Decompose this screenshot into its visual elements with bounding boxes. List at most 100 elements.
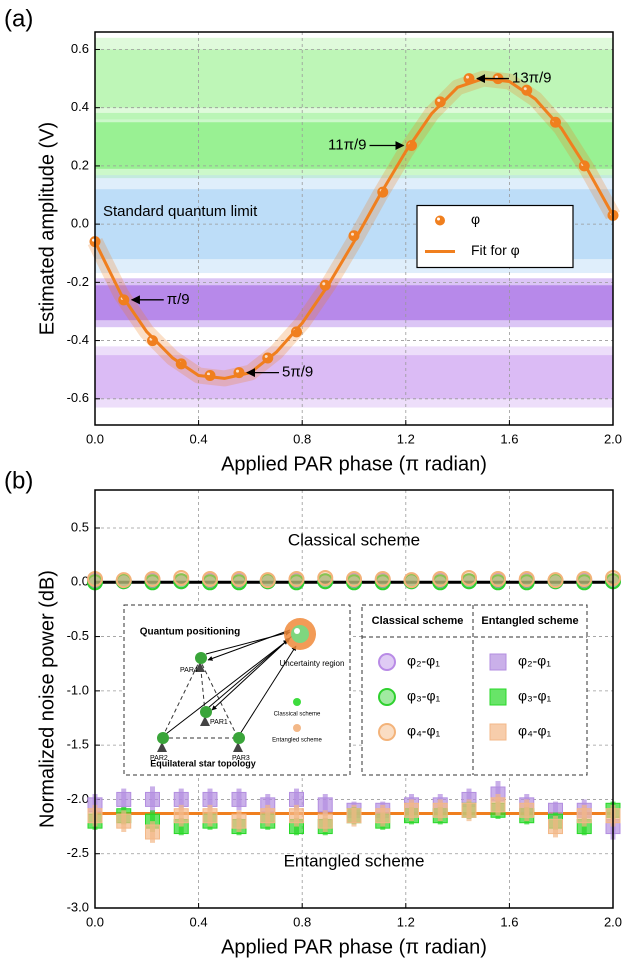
annotation: Standard quantum limit — [103, 203, 258, 220]
x-tick-label: 0.4 — [190, 914, 208, 929]
y-tick-label: -0.2 — [67, 274, 89, 289]
point — [231, 791, 247, 807]
annotation: Entangled scheme — [284, 851, 425, 870]
highlight — [206, 372, 210, 376]
region-label: Uncertainty region — [280, 659, 345, 668]
y-tick-label: -3.0 — [67, 899, 89, 914]
legend-label: φ₃-φ₁ — [518, 688, 552, 704]
point — [576, 808, 592, 824]
x-tick-label: 2.0 — [604, 431, 622, 446]
point — [374, 571, 391, 588]
point — [231, 571, 248, 588]
entangled-dot — [293, 724, 301, 732]
legend-label: φ₂-φ₁ — [407, 653, 440, 669]
point — [173, 569, 190, 586]
annotation: 13π/9 — [512, 70, 552, 87]
plot-frame — [94, 489, 614, 909]
y-tick-label: 0.6 — [71, 41, 89, 56]
point — [519, 802, 535, 818]
y-tick-label: -1.0 — [67, 682, 89, 697]
highlight — [351, 232, 354, 236]
highlight — [322, 282, 326, 286]
point — [403, 572, 420, 589]
highlight — [495, 75, 499, 79]
y-tick-label: -2.5 — [67, 845, 89, 860]
inset-caption: Equilateral star topology — [150, 758, 256, 768]
legend-swatch — [489, 688, 507, 706]
highlight — [294, 628, 300, 634]
y-tick-label: -0.4 — [67, 332, 89, 347]
highlight — [437, 98, 441, 102]
y-axis-label: Normalized noise power (dB) — [36, 570, 58, 828]
point — [403, 802, 419, 818]
point — [432, 802, 448, 818]
point — [490, 797, 506, 813]
panel-label: (a) — [4, 5, 33, 32]
highlight — [264, 355, 268, 359]
legend-swatch — [378, 723, 396, 741]
legend-box — [416, 204, 574, 269]
point — [375, 808, 391, 824]
x-tick-label: 1.2 — [397, 914, 415, 929]
legend-label: φ₂-φ₁ — [518, 653, 551, 669]
point — [518, 571, 535, 588]
overlay: π/9 5π/9 11π/9 13π/9 Standard quantum limit φ… — [103, 70, 574, 381]
x-tick-label: 0.0 — [86, 914, 104, 929]
point — [202, 791, 218, 807]
y-tick-label: 0.4 — [71, 99, 89, 114]
point — [201, 571, 218, 588]
point — [346, 571, 362, 588]
highlight — [236, 369, 240, 373]
x-tick-label: 1.2 — [397, 431, 415, 446]
legend-box — [361, 604, 588, 776]
highlight — [523, 87, 527, 91]
legend-label: φ₄-φ₁ — [407, 723, 441, 739]
point — [259, 572, 276, 589]
point — [461, 802, 477, 818]
y-tick-label: -2.0 — [67, 791, 89, 806]
legend-header: Classical scheme — [372, 615, 464, 627]
legend-header: Entangled scheme — [481, 615, 578, 627]
point — [576, 571, 593, 588]
y-tick-label: -0.6 — [67, 390, 89, 405]
annotation: 5π/9 — [282, 364, 313, 381]
plot-frame — [94, 31, 614, 426]
y-tick-label: 0.0 — [71, 216, 89, 231]
point — [289, 791, 305, 807]
x-tick-label: 1.6 — [500, 431, 518, 446]
legend-swatch — [489, 723, 507, 741]
point — [346, 808, 362, 824]
x-tick-label: 0.0 — [86, 431, 104, 446]
point — [288, 571, 305, 588]
y-axis-label: Estimated amplitude (V) — [36, 122, 58, 335]
point — [490, 571, 507, 588]
point — [548, 819, 564, 835]
annotation: 11π/9 — [328, 137, 366, 154]
fit-line — [93, 77, 615, 380]
point — [260, 808, 276, 824]
legend-label: φ₄-φ₁ — [518, 723, 552, 739]
x-axis-label: Applied PAR phase (π radian) — [221, 936, 487, 958]
classical-dot — [293, 698, 301, 706]
legend-label: φ — [471, 211, 480, 227]
point — [202, 808, 218, 824]
point — [547, 572, 564, 589]
x-axis-label: Applied PAR phase (π radian) — [221, 453, 487, 475]
highlight — [437, 217, 440, 221]
y-tick-label: -0.5 — [67, 628, 89, 643]
point — [317, 569, 334, 586]
legend-swatch — [435, 215, 445, 226]
point — [116, 791, 132, 807]
node-label: PAR4 — [180, 667, 198, 674]
y-tick-label: -1.5 — [67, 737, 89, 752]
legend-swatch — [378, 653, 396, 671]
node-label: PAR2 — [150, 755, 168, 762]
point — [460, 569, 477, 586]
y-tick-label: 0.2 — [71, 157, 89, 172]
x-tick-label: 2.0 — [604, 914, 622, 929]
panel-label: (b) — [4, 467, 33, 494]
point — [317, 797, 333, 813]
noise-band-core — [95, 122, 613, 169]
y-tick-label: 0.0 — [71, 574, 89, 589]
